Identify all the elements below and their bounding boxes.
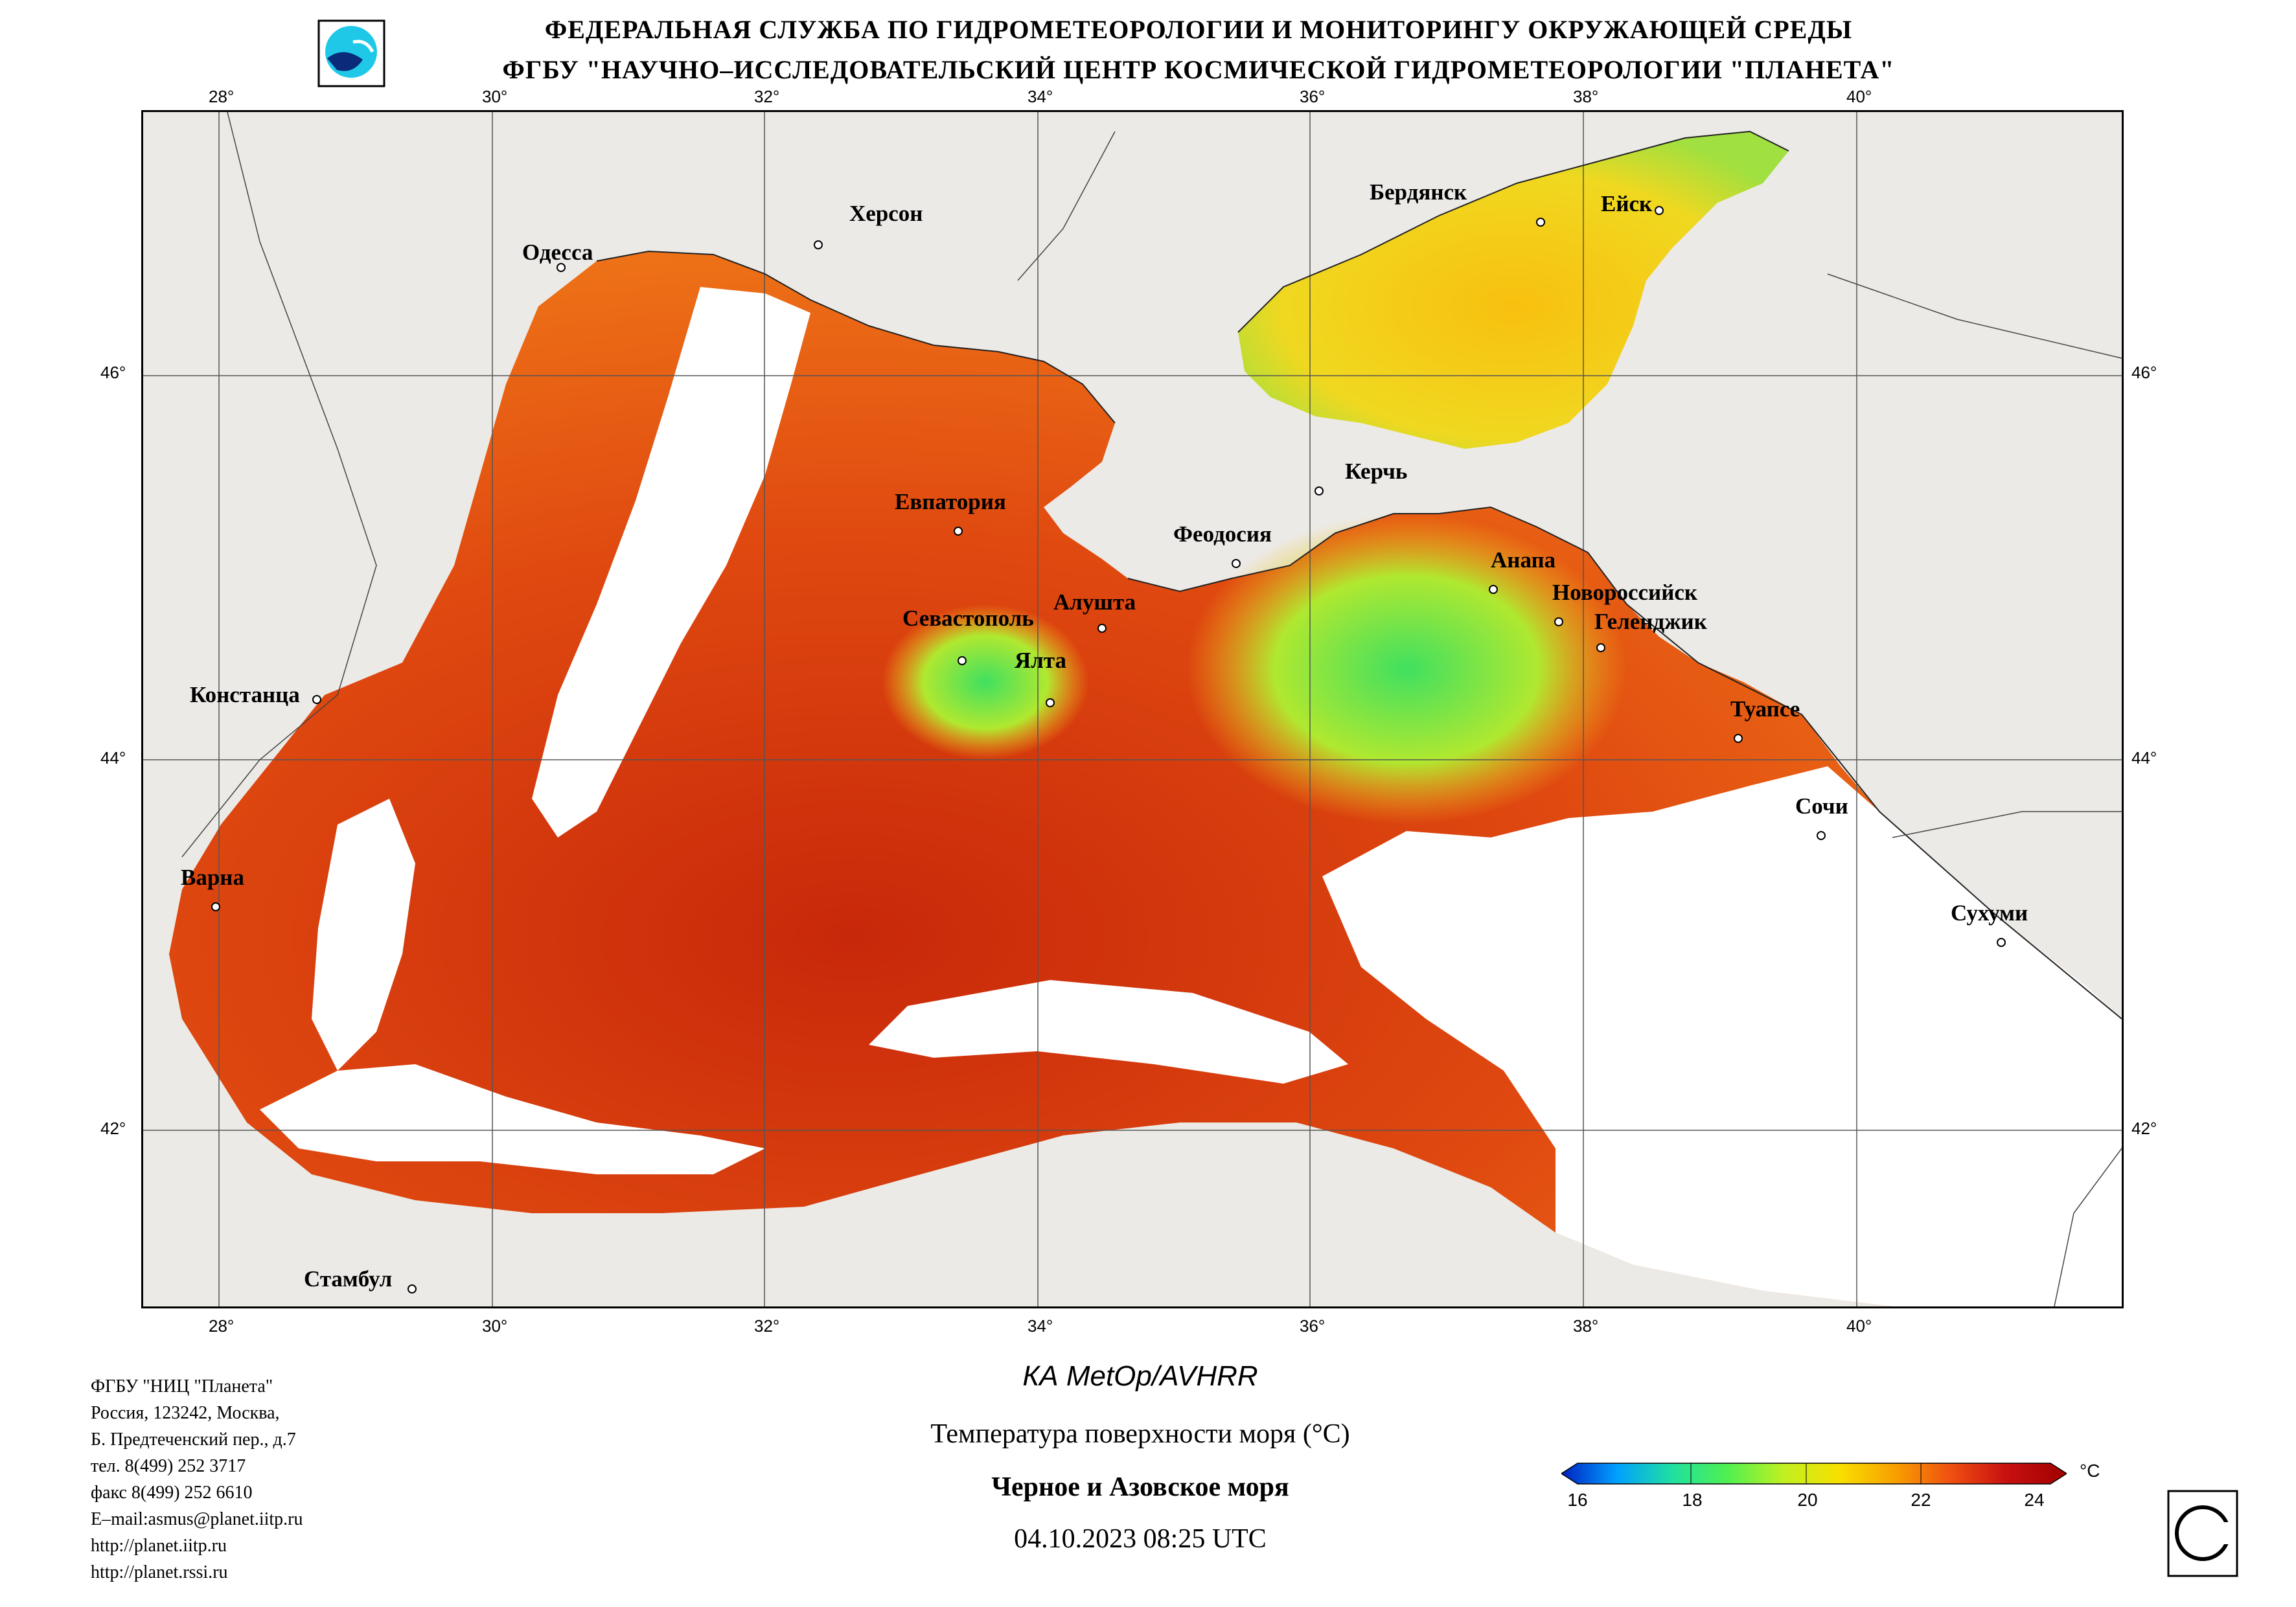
contact-info: ФГБУ "НИЦ "Планета" Россия, 123242, Моск… (91, 1373, 303, 1586)
colorbar-tick: 20 (1797, 1490, 1818, 1510)
city-label: Херсон (849, 201, 923, 226)
cool-water-crimea (882, 604, 1089, 760)
lon-label-bottom: 34° (1027, 1316, 1053, 1336)
colorbar-tick: 22 (1911, 1490, 1931, 1510)
address-line1: Россия, 123242, Москва, (91, 1403, 280, 1423)
org-name: ФГБУ "НИЦ "Планета" (91, 1376, 273, 1396)
lon-label-bottom: 40° (1846, 1316, 1872, 1336)
cloud-mask-west (312, 799, 415, 1071)
city-label: Феодосия (1173, 521, 1272, 547)
city-label: Геленджик (1594, 609, 1707, 634)
lat-label-right: 46° (2131, 363, 2157, 382)
region-label: Черное и Азовское моря (991, 1472, 1289, 1502)
city-label: Севастополь (902, 606, 1034, 631)
cloud-mask-northwest (532, 287, 810, 838)
city-label: Сухуми (1951, 900, 2028, 926)
cloud-mask-east (1322, 766, 2122, 1306)
lon-label-top: 28° (209, 87, 235, 106)
website-link[interactable]: http://planet.iitp.ru (91, 1536, 227, 1556)
cloud-mask-south (869, 980, 1348, 1084)
planeta-logo (317, 19, 385, 87)
colorbar-tick: 24 (2024, 1490, 2045, 1510)
city-label: Новороссийск (1552, 580, 1698, 605)
website-link[interactable]: http://planet.rssi.ru (91, 1562, 228, 1582)
header-line2: ФГБУ "НАУЧНО–ИССЛЕДОВАТЕЛЬСКИЙ ЦЕНТР КОС… (502, 55, 1895, 84)
iso-certification-logo (2167, 1490, 2238, 1577)
header-line1: ФЕДЕРАЛЬНАЯ СЛУЖБА ПО ГИДРОМЕТЕОРОЛОГИИ … (544, 15, 1853, 44)
lon-label-bottom: 30° (482, 1316, 508, 1336)
lon-label-top: 34° (1027, 87, 1053, 106)
parameter-label: Температура поверхности моря (°С) (930, 1419, 1350, 1449)
city-label: Анапа (1491, 547, 1556, 573)
lat-label-right: 42° (2131, 1119, 2157, 1138)
cool-water-eddy (1186, 514, 1627, 825)
lon-label-top: 30° (482, 87, 508, 106)
colorbar-unit: °С (2080, 1461, 2100, 1481)
colorbar-tick: 16 (1567, 1490, 1588, 1510)
datetime-label: 04.10.2023 08:25 UTC (1014, 1524, 1267, 1554)
city-label: Алушта (1053, 589, 1136, 615)
city-label: Туапсе (1730, 696, 1800, 722)
lat-label-left: 44° (100, 748, 126, 768)
lon-label-top: 38° (1573, 87, 1599, 106)
city-label: Ялта (1015, 648, 1067, 673)
country-borders (181, 112, 2122, 1306)
city-markers (211, 206, 2006, 1294)
satellite-label: КА MetOp/AVHRR (1022, 1360, 1258, 1392)
lat-label-right: 44° (2131, 748, 2157, 768)
city-label: Керчь (1345, 459, 1408, 484)
lon-label-bottom: 28° (209, 1316, 235, 1336)
city-label: Сочи (1795, 793, 1848, 819)
city-label: Варна (181, 865, 244, 890)
lon-label-top: 32° (754, 87, 780, 106)
graticule (143, 112, 2122, 1306)
coastlines (596, 130, 2122, 1020)
lon-label-top: 36° (1300, 87, 1326, 106)
lat-label-left: 42° (100, 1119, 126, 1138)
city-label: Ейск (1601, 191, 1653, 216)
lon-label-top: 40° (1846, 87, 1872, 106)
email-link[interactable]: E–mail:asmus@planet.iitp.ru (91, 1509, 303, 1529)
lat-label-left: 46° (100, 363, 126, 382)
colorbar-tick: 18 (1682, 1490, 1703, 1510)
azov-sea-sst (1238, 131, 1789, 449)
address-line2: Б. Предтеченский пер., д.7 (91, 1430, 296, 1450)
temperature-colorbar (1561, 1463, 2067, 1485)
lon-label-bottom: 32° (754, 1316, 780, 1336)
phone: тел. 8(499) 252 3717 (91, 1456, 246, 1476)
sst-map: Одесса Херсон Бердянск Ейск Керчь Евпато… (141, 110, 2124, 1308)
city-label: Одесса (522, 240, 593, 265)
city-label: Стамбул (304, 1266, 393, 1292)
city-label: Евпатория (895, 489, 1006, 514)
lon-label-bottom: 38° (1573, 1316, 1599, 1336)
sst-map-canvas (143, 112, 2122, 1306)
city-label: Бердянск (1370, 179, 1467, 205)
fax: факс 8(499) 252 6610 (91, 1483, 253, 1503)
city-label: Констанца (190, 682, 300, 707)
cloud-mask-southwest (260, 1064, 765, 1174)
lon-label-bottom: 36° (1300, 1316, 1326, 1336)
